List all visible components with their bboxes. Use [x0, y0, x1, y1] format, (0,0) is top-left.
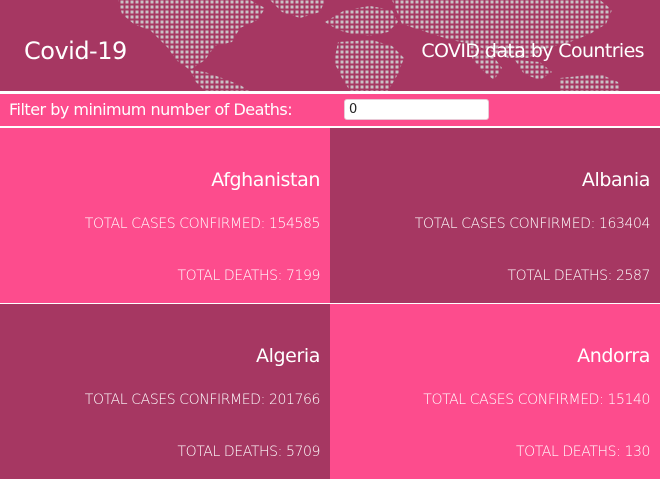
- country-grid: Afghanistan TOTAL CASES CONFIRMED: 15458…: [0, 128, 660, 479]
- total-cases: TOTAL CASES CONFIRMED: 154585: [84, 216, 321, 232]
- deaths-label: TOTAL DEATHS:: [177, 444, 282, 460]
- total-cases: TOTAL CASES CONFIRMED: 201766: [84, 392, 321, 408]
- total-deaths: TOTAL DEATHS: 130: [516, 444, 650, 460]
- header-divider: [0, 91, 660, 94]
- min-deaths-input[interactable]: [344, 99, 489, 120]
- total-deaths: TOTAL DEATHS: 7199: [177, 268, 320, 284]
- cases-label: TOTAL CASES CONFIRMED:: [423, 392, 604, 408]
- app-subtitle: COVID data by Countries: [421, 40, 644, 62]
- filter-divider: [0, 126, 660, 128]
- deaths-value: 5709: [285, 444, 320, 460]
- world-map-icon: [118, 0, 620, 91]
- deaths-label: TOTAL DEATHS:: [177, 268, 282, 284]
- country-card-afghanistan[interactable]: Afghanistan TOTAL CASES CONFIRMED: 15458…: [0, 128, 330, 303]
- cases-value: 15140: [607, 392, 650, 408]
- cases-label: TOTAL CASES CONFIRMED:: [84, 216, 265, 232]
- header: Covid-19 COVID data by Countries: [0, 0, 660, 91]
- cases-label: TOTAL CASES CONFIRMED:: [414, 216, 595, 232]
- country-card-andorra[interactable]: Andorra TOTAL CASES CONFIRMED: 15140 TOT…: [330, 304, 660, 479]
- app-title: Covid-19: [24, 37, 127, 65]
- country-name: Albania: [581, 169, 651, 191]
- country-name: Algeria: [256, 345, 320, 367]
- total-cases: TOTAL CASES CONFIRMED: 15140: [423, 392, 650, 408]
- filter-bar: Filter by minimum number of Deaths:: [0, 94, 660, 126]
- cases-value: 163404: [598, 216, 650, 232]
- country-card-albania[interactable]: Albania TOTAL CASES CONFIRMED: 163404 TO…: [330, 128, 660, 303]
- cases-value: 154585: [268, 216, 320, 232]
- country-card-algeria[interactable]: Algeria TOTAL CASES CONFIRMED: 201766 TO…: [0, 304, 330, 479]
- filter-label: Filter by minimum number of Deaths:: [9, 100, 293, 119]
- total-cases: TOTAL CASES CONFIRMED: 163404: [414, 216, 651, 232]
- total-deaths: TOTAL DEATHS: 5709: [177, 444, 320, 460]
- cases-label: TOTAL CASES CONFIRMED:: [84, 392, 265, 408]
- country-name: Andorra: [577, 345, 650, 367]
- deaths-label: TOTAL DEATHS:: [507, 268, 612, 284]
- deaths-value: 7199: [285, 268, 320, 284]
- deaths-label: TOTAL DEATHS:: [515, 444, 621, 460]
- deaths-value: 2587: [615, 268, 650, 284]
- deaths-value: 130: [624, 444, 650, 460]
- cases-value: 201766: [268, 392, 320, 408]
- total-deaths: TOTAL DEATHS: 2587: [507, 268, 650, 284]
- country-name: Afghanistan: [211, 169, 320, 191]
